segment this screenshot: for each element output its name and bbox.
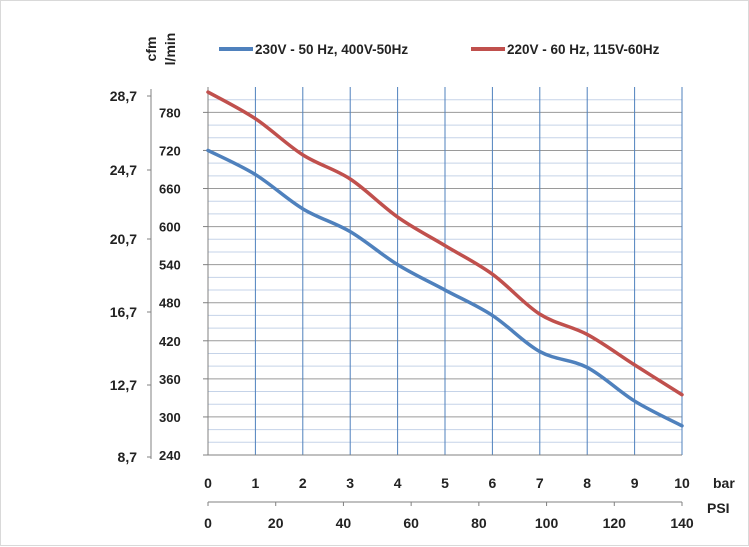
y-tick-label-cfm: 20,7 <box>110 231 137 247</box>
y-tick-label-lmin: 420 <box>159 334 181 349</box>
y-tick-label-lmin: 600 <box>159 220 181 235</box>
x-tick-label-psi: 60 <box>403 515 419 531</box>
x-unit-label-bar: bar <box>713 475 735 491</box>
y-tick-label-cfm: 16,7 <box>110 304 137 320</box>
y-tick-label-cfm: 8,7 <box>118 449 138 465</box>
y-tick-label-cfm: 24,7 <box>110 162 137 178</box>
y-unit-label-lmin: l/min <box>162 33 178 66</box>
y-tick-label-lmin: 480 <box>159 296 181 311</box>
y-tick-label-cfm: 12,7 <box>110 377 137 393</box>
y-tick-label-lmin: 240 <box>159 448 181 463</box>
x-tick-label-bar: 9 <box>631 475 639 491</box>
series-line-2 <box>206 90 684 397</box>
x-tick-label-psi: 20 <box>268 515 284 531</box>
y-tick-label-lmin: 720 <box>159 143 181 158</box>
y-tick-label-lmin: 660 <box>159 182 181 197</box>
x-tick-label-bar: 2 <box>299 475 307 491</box>
y-tick-label-cfm: 28,7 <box>110 88 137 104</box>
y-tick-label-lmin: 780 <box>159 105 181 120</box>
x-tick-label-bar: 8 <box>583 475 591 491</box>
y-tick-label-lmin: 540 <box>159 258 181 273</box>
x-tick-label-bar: 3 <box>346 475 354 491</box>
x-tick-label-bar: 10 <box>674 475 690 491</box>
x-tick-label-bar: 4 <box>394 475 402 491</box>
legend-label-2: 220V - 60 Hz, 115V-60Hz <box>507 42 660 57</box>
y-tick-label-lmin: 360 <box>159 372 181 387</box>
y-tick-label-lmin: 300 <box>159 410 181 425</box>
x-tick-label-psi: 40 <box>336 515 352 531</box>
x-tick-label-bar: 5 <box>441 475 449 491</box>
legend-label-1: 230V - 50 Hz, 400V-50Hz <box>255 42 408 57</box>
x-tick-label-bar: 6 <box>489 475 497 491</box>
x-tick-label-bar: 0 <box>204 475 212 491</box>
x-tick-label-psi: 120 <box>603 515 627 531</box>
x-tick-label-psi: 0 <box>204 515 212 531</box>
x-tick-label-psi: 100 <box>535 515 559 531</box>
x-tick-label-psi: 80 <box>471 515 487 531</box>
y-unit-label-cfm: cfm <box>143 37 159 62</box>
x-tick-label-psi: 140 <box>670 515 694 531</box>
x-tick-label-bar: 7 <box>536 475 544 491</box>
x-unit-label-psi: PSI <box>707 500 730 516</box>
x-tick-label-bar: 1 <box>252 475 260 491</box>
series-line-1 <box>206 148 684 428</box>
